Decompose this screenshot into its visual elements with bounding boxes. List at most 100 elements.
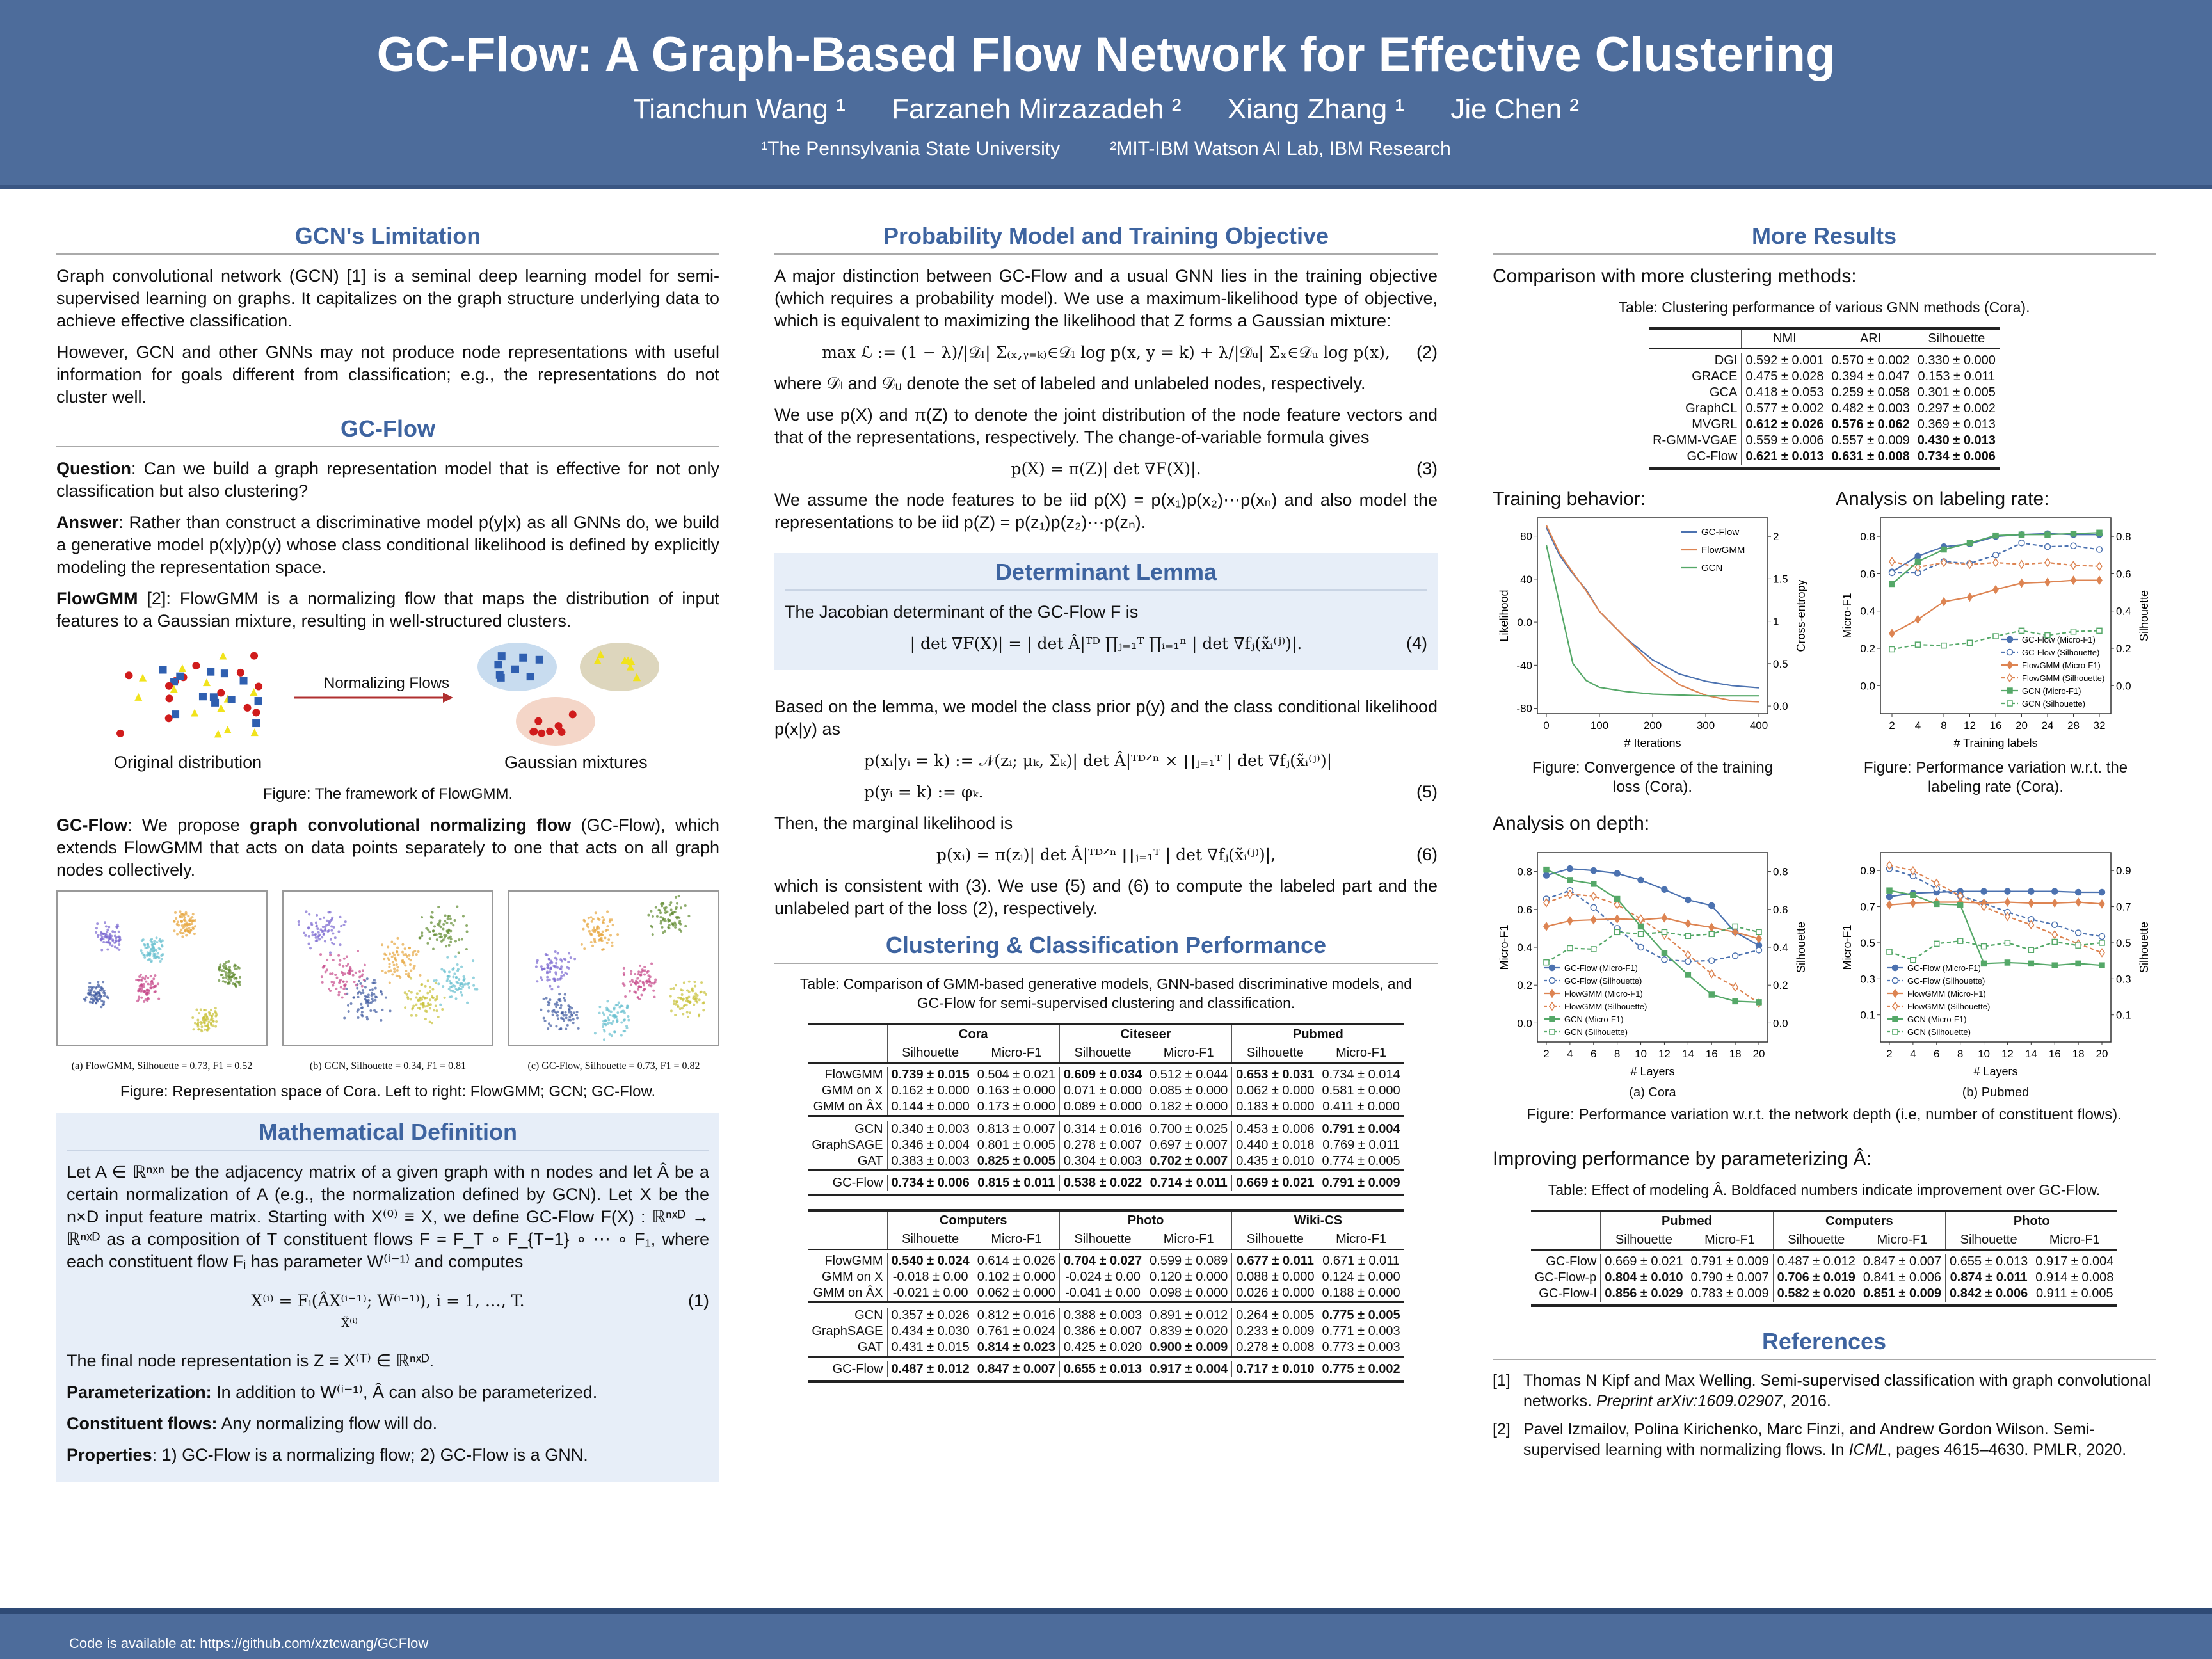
equation-body: p(X) = π(Z)| det ∇F(X)|.	[1011, 460, 1201, 478]
embedding-point	[415, 953, 418, 956]
x-tick-label: 16	[1990, 719, 2002, 732]
embedding-point	[616, 1018, 619, 1022]
embedding-point	[193, 933, 196, 936]
embedding-point	[143, 956, 147, 959]
embedding-point	[149, 975, 152, 978]
embedding-point	[559, 977, 563, 980]
table-row: GRACE 0.475 ± 0.028 0.394 ± 0.047 0.153 ± 0…	[1649, 369, 2000, 385]
embedding-point	[549, 970, 552, 974]
embedding-point	[554, 966, 557, 969]
embedding-point	[458, 978, 461, 981]
spacer	[808, 1377, 1404, 1381]
table-row: GMM on X -0.018 ± 0.00 0.102 ± 0.000 -0.024…	[808, 1269, 1404, 1285]
series-flowgmm-silhouette-	[1543, 889, 1762, 1008]
yellow-triangle-icon	[624, 656, 632, 664]
embedding-point	[434, 998, 437, 1002]
text: : 1) GC-Flow is a normalizing flow; 2) G…	[152, 1445, 588, 1464]
embedding-point	[613, 1030, 616, 1034]
data-point	[2075, 942, 2081, 949]
embedding-point	[639, 970, 643, 974]
corner-cell	[808, 1210, 887, 1230]
embedding-point	[225, 967, 228, 970]
embedding-point	[193, 1022, 196, 1025]
depth-pubmed-figure: 0.1 0.3 0.5 0.7 0.9 0.1 0.3 0.5 0.7 0.9 2 4 6 8 10 12 14…	[1836, 845, 2156, 1104]
value-cell: 0.847 ± 0.007	[1863, 1254, 1942, 1269]
embedding-point	[428, 930, 431, 933]
value-cell: 0.582 ± 0.020	[1772, 1286, 1859, 1302]
equation-3: p(X) = π(Z)| det ∇F(X)|. (3)	[774, 458, 1438, 480]
embedding-point	[384, 971, 387, 974]
embedding-point	[670, 922, 673, 926]
data-point	[1685, 896, 1692, 904]
embedding-point	[140, 979, 143, 982]
gaussian-cluster	[516, 697, 595, 746]
embedding-point	[556, 978, 559, 981]
embedding-point	[442, 938, 445, 942]
embedding-point	[687, 1015, 690, 1018]
embedding-point	[622, 1030, 625, 1033]
scatter-flowgmm	[56, 890, 268, 1046]
embedding-point	[461, 985, 465, 988]
value-cell: 0.314 ± 0.016	[1059, 1121, 1146, 1137]
embedding-point	[449, 935, 452, 938]
embedding-point	[436, 923, 439, 926]
embedding-point	[186, 929, 189, 933]
embedding-point	[556, 1014, 559, 1017]
embedding-point	[183, 916, 186, 919]
embedding-point	[323, 940, 326, 943]
embedding-point	[338, 963, 341, 966]
series-flowgmm-micro-f1-	[1889, 575, 2103, 639]
embedding-point	[421, 934, 424, 938]
embedding-point	[113, 931, 116, 934]
embedding-point	[428, 1020, 431, 1023]
embedding-point	[560, 959, 563, 963]
value-cell: 0.089 ± 0.000	[1059, 1099, 1146, 1116]
embedding-point	[646, 979, 649, 982]
code-link[interactable]: Code is available at: https://github.com…	[69, 1635, 429, 1651]
blue-square-icon	[535, 655, 543, 664]
embedding-point	[332, 932, 335, 935]
embedding-point	[633, 990, 636, 993]
embedding-point	[174, 911, 177, 914]
embedding-point	[181, 935, 184, 938]
data-point	[1992, 557, 1999, 568]
embedding-point	[342, 974, 345, 977]
value-cell: 0.431 ± 0.015	[891, 1340, 970, 1354]
embedding-point	[608, 1032, 611, 1036]
embedding-point	[209, 1022, 212, 1025]
embedding-point	[388, 963, 391, 966]
embedding-point	[607, 1016, 610, 1020]
embedding-point	[395, 974, 398, 977]
figure-caption: Figure: Representation space of Cora. Le…	[120, 1083, 656, 1100]
embedding-point	[456, 981, 460, 984]
embedding-point	[374, 1010, 378, 1013]
embedding-point	[664, 906, 668, 909]
data-point	[2051, 921, 2058, 929]
author: Farzaneh Mirzazadeh ²	[892, 93, 1182, 125]
embedding-point	[161, 953, 164, 956]
y2-tick-label: 0.4	[2116, 605, 2131, 618]
embedding-point	[389, 1009, 392, 1013]
y2-tick-label: 0.7	[2116, 901, 2131, 913]
embedding-point	[612, 1020, 615, 1023]
embedding-point	[371, 981, 374, 984]
embedding-point	[227, 977, 230, 981]
embedding-point	[419, 1002, 422, 1006]
value-cell: 0.914 ± 0.008	[2035, 1270, 2114, 1285]
embedding-point	[106, 941, 109, 944]
embedding-point	[409, 998, 412, 1001]
embedding-point	[465, 947, 468, 950]
embedding-point	[454, 975, 458, 979]
embedding-point	[335, 976, 339, 979]
embedding-point	[387, 970, 390, 973]
embedding-point	[318, 933, 321, 936]
value-cell: 0.706 ± 0.019	[1772, 1270, 1859, 1286]
paragraph: where 𝒟ₗ and 𝒟ᵤ denote the set of labele…	[774, 374, 1366, 393]
embedding-point	[143, 943, 146, 946]
embedding-point	[145, 980, 148, 983]
embedding-point	[147, 982, 150, 986]
section-heading: Mathematical Definition	[67, 1113, 709, 1151]
blue-square-icon	[176, 672, 184, 680]
scatter-gcn	[282, 890, 493, 1046]
embedding-point	[648, 981, 652, 984]
